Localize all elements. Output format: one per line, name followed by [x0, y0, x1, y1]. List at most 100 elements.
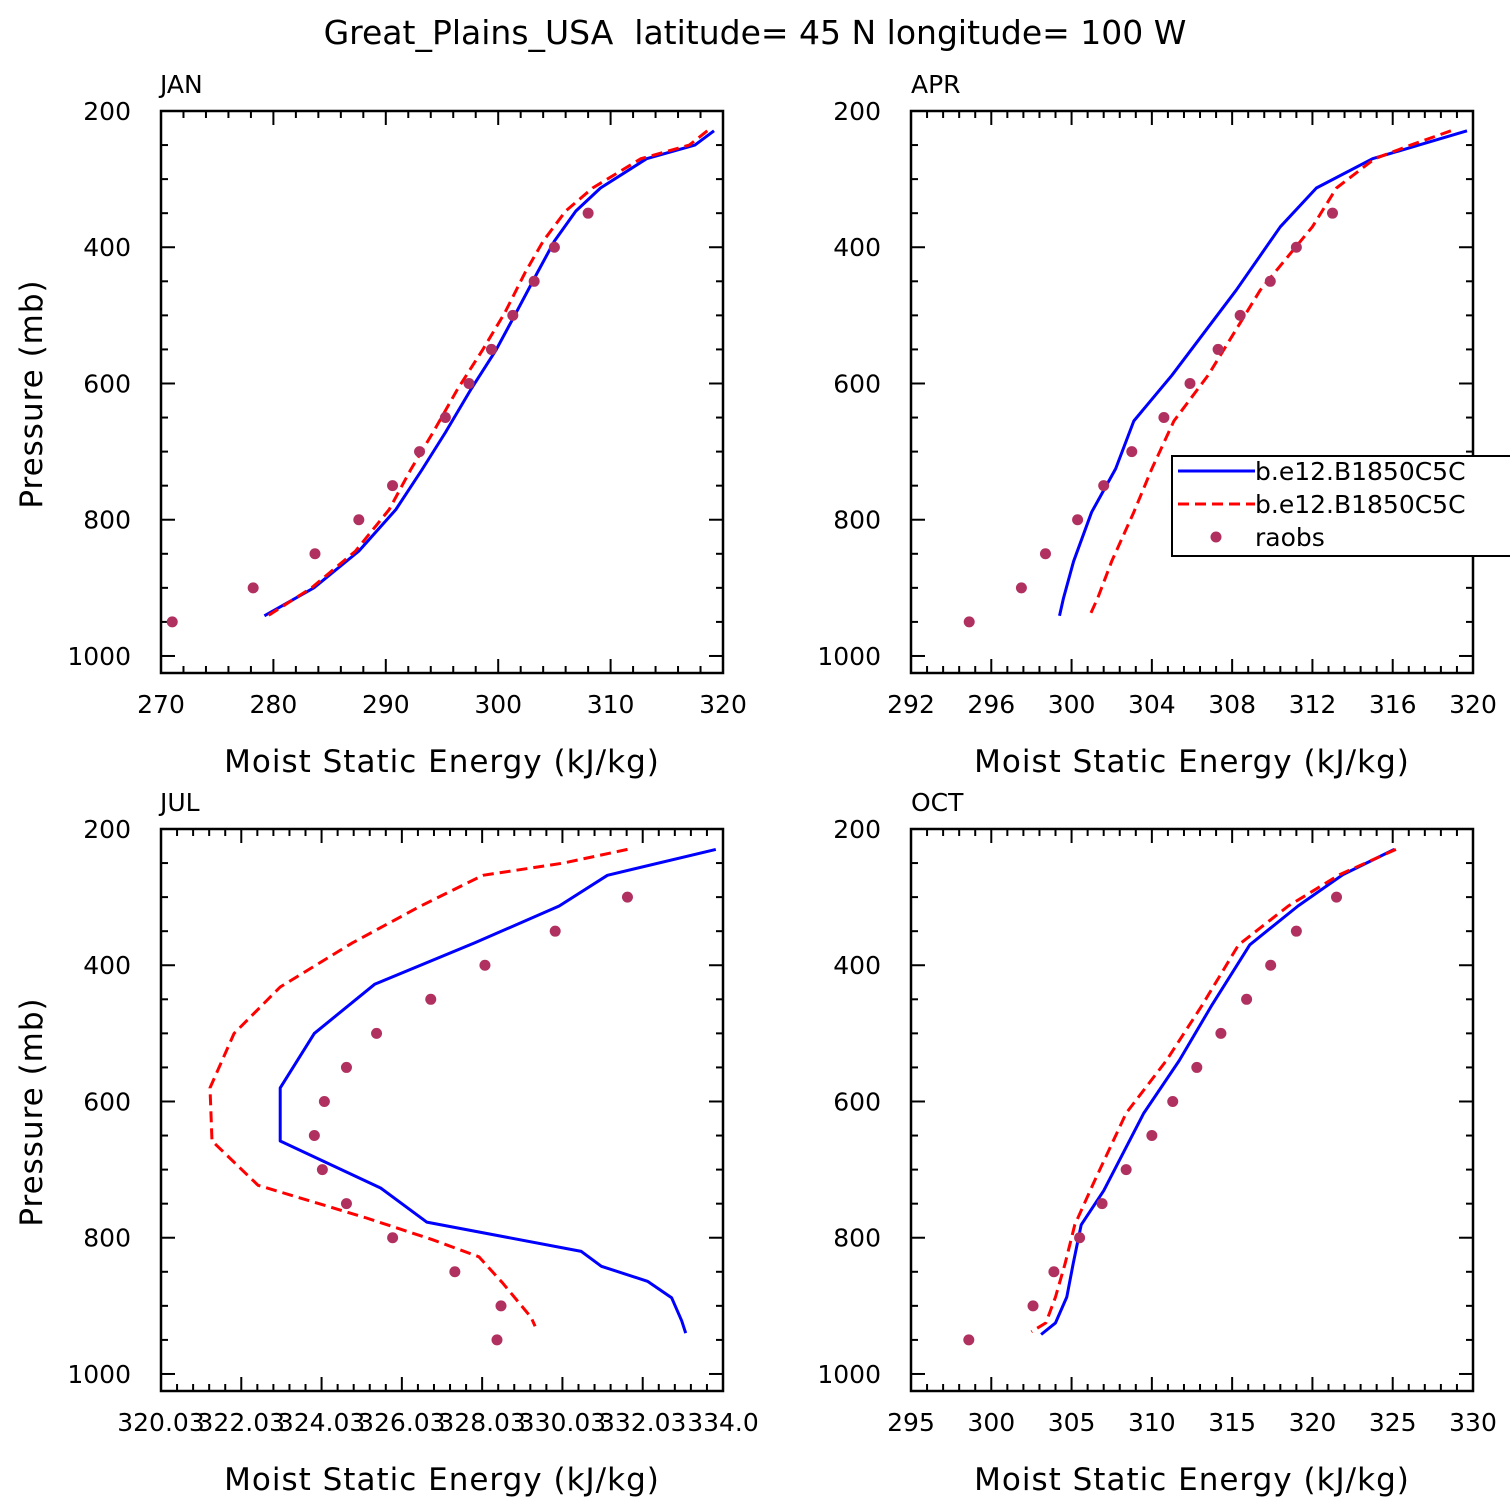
- raobs-point: [963, 616, 975, 628]
- raobs-point: [1158, 412, 1170, 424]
- legend-box: [1171, 455, 1510, 557]
- x-tick-label: 310: [1128, 1408, 1176, 1437]
- raobs-point: [549, 925, 561, 937]
- x-tick-label: 320.03: [117, 1408, 204, 1437]
- x-tick-label: 315: [1208, 1408, 1256, 1437]
- series-line-dashed: [1088, 129, 1452, 617]
- legend: b.e12.B1850C5C b.e12.B1850C5C raobs: [1171, 455, 1510, 557]
- series-line-solid: [1058, 129, 1468, 617]
- y-tick-label: 400: [83, 951, 131, 980]
- raobs-point: [1039, 548, 1051, 560]
- raobs-point: [463, 377, 475, 389]
- raobs-point: [1212, 343, 1224, 355]
- y-tick-label: 800: [83, 1224, 131, 1253]
- y-tick-label: 600: [833, 369, 881, 398]
- panel-oct: OCT Moist Static Energy (kJ/kg) 295 300 30…: [817, 788, 1496, 1498]
- x-tick-label: 310: [587, 690, 635, 719]
- raobs-point: [1241, 993, 1253, 1005]
- series-line-solid: [263, 129, 715, 618]
- x-tick-label: 330: [1449, 1408, 1497, 1437]
- x-axis-label: Moist Static Energy (kJ/kg): [974, 1462, 1410, 1498]
- y-tick-label: 400: [83, 233, 131, 262]
- raobs-point: [340, 1061, 352, 1073]
- x-tick-label: 328.03: [438, 1408, 525, 1437]
- series-line-dashed: [1030, 848, 1397, 1333]
- x-tick-label: 296: [967, 690, 1015, 719]
- y-tick-label: 600: [83, 369, 131, 398]
- legend-label: raobs: [1255, 523, 1325, 552]
- raobs-point: [371, 1027, 383, 1039]
- x-tick-label: 325: [1369, 1408, 1417, 1437]
- raobs-point: [414, 446, 426, 458]
- raobs-point: [507, 309, 519, 321]
- y-tick-label: 200: [83, 815, 131, 844]
- legend-marker: [1210, 531, 1222, 543]
- raobs-point: [1264, 275, 1276, 287]
- x-tick-label: 290: [362, 690, 410, 719]
- raobs-point: [495, 1300, 507, 1312]
- y-tick-label: 200: [833, 97, 881, 126]
- raobs-point: [1072, 514, 1084, 526]
- raobs-point: [1126, 446, 1138, 458]
- panel-apr: APR Moist Static Energy (kJ/kg) 292 296 30…: [817, 70, 1496, 780]
- raobs-point: [491, 1334, 503, 1346]
- raobs-point: [1074, 1232, 1086, 1244]
- raobs-point: [548, 241, 560, 253]
- x-tick-label: 320: [1449, 690, 1497, 719]
- y-tick-label: 1000: [67, 1360, 131, 1389]
- raobs-point: [387, 1232, 399, 1244]
- y-tick-label: 1000: [817, 642, 881, 671]
- y-tick-label: 800: [833, 1224, 881, 1253]
- legend-label: b.e12.B1850C5C: [1255, 490, 1466, 519]
- y-axis-label: Pressure (mb): [14, 279, 50, 508]
- raobs-point: [387, 480, 399, 492]
- raobs-point: [309, 548, 321, 560]
- plot-frame: [909, 827, 1475, 1393]
- x-tick-label: 300: [967, 1408, 1015, 1437]
- plot-frame: [909, 109, 1475, 675]
- y-tick-label: 400: [833, 233, 881, 262]
- panel-title: APR: [911, 70, 961, 99]
- x-tick-label: 280: [250, 690, 298, 719]
- y-tick-label: 400: [833, 951, 881, 980]
- x-tick-label: 305: [1048, 1408, 1096, 1437]
- x-tick-label: 320: [1289, 1408, 1337, 1437]
- panel-title: JUL: [158, 788, 200, 817]
- series-line-solid: [278, 847, 717, 1334]
- raobs-point: [316, 1164, 328, 1176]
- raobs-point: [340, 1198, 352, 1210]
- x-tick-label: 295: [887, 1408, 935, 1437]
- legend-label: b.e12.B1850C5C: [1255, 457, 1466, 486]
- panel-title: OCT: [911, 788, 964, 817]
- x-tick-label: 316: [1369, 690, 1417, 719]
- raobs-point: [528, 275, 540, 287]
- x-tick-label: 308: [1208, 690, 1256, 719]
- raobs-point: [1098, 480, 1110, 492]
- y-axis-label: Pressure (mb): [14, 997, 50, 1226]
- panel-jan: JAN Moist Static Energy (kJ/kg) Pressure…: [14, 70, 747, 780]
- figure-title: Great_Plains_USA latitude= 45 N longitud…: [324, 13, 1187, 52]
- raobs-point: [1048, 1266, 1060, 1278]
- panel-title: JAN: [158, 70, 203, 99]
- series-line-solid: [1040, 848, 1395, 1336]
- raobs-point: [449, 1266, 461, 1278]
- y-tick-label: 600: [833, 1087, 881, 1116]
- raobs-point: [1327, 207, 1338, 219]
- raobs-point: [1215, 1027, 1227, 1039]
- x-tick-label: 304: [1128, 690, 1176, 719]
- raobs-point: [1027, 1300, 1039, 1312]
- raobs-point: [963, 1334, 975, 1346]
- y-tick-label: 200: [83, 97, 131, 126]
- y-tick-label: 200: [833, 815, 881, 844]
- raobs-point: [1167, 1095, 1179, 1107]
- y-tick-label: 600: [83, 1087, 131, 1116]
- raobs-point: [1290, 241, 1302, 253]
- y-tick-label: 800: [833, 506, 881, 535]
- raobs-point: [1184, 377, 1196, 389]
- x-tick-label: 326.03: [358, 1408, 445, 1437]
- raobs-point: [247, 582, 259, 594]
- raobs-point: [1015, 582, 1027, 594]
- x-axis-label: Moist Static Energy (kJ/kg): [974, 744, 1410, 780]
- raobs-point: [485, 343, 497, 355]
